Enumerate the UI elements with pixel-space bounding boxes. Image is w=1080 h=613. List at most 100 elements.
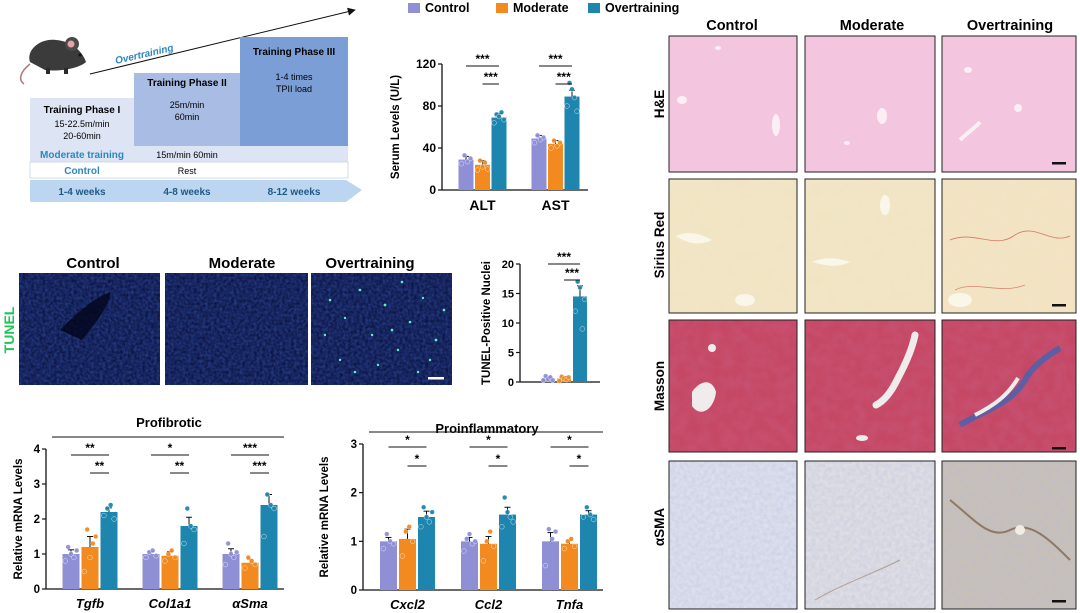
moderate-row-label: Moderate training	[40, 150, 124, 161]
data-point	[561, 546, 568, 552]
data-point	[150, 547, 156, 554]
data-point	[165, 551, 171, 557]
data-point	[580, 514, 587, 520]
bar-overtraining	[564, 96, 580, 190]
data-point	[264, 491, 270, 498]
y-tick-label: 120	[416, 57, 436, 71]
data-point	[191, 526, 197, 533]
bar-moderate	[161, 555, 179, 589]
moderate-row-value: 15m/min 60min	[156, 150, 218, 160]
legend-label-overtraining: Overtraining	[605, 1, 679, 15]
data-point	[62, 558, 68, 564]
masson-image-control	[668, 319, 798, 453]
y-tick-label: 2	[351, 488, 357, 500]
data-point	[482, 160, 488, 166]
legend: Control Moderate Overtraining	[408, 1, 679, 15]
category-label: Cxcl2	[390, 597, 425, 612]
significance-label: ***	[475, 52, 489, 66]
data-point	[474, 167, 481, 173]
data-point	[418, 524, 424, 530]
data-point	[391, 541, 397, 547]
data-point	[587, 511, 593, 518]
phase-3-line-2: TPII load	[276, 84, 312, 94]
data-point	[477, 158, 483, 164]
y-tick-label: 5	[508, 348, 514, 360]
data-point	[429, 509, 435, 515]
data-point	[162, 558, 168, 564]
data-point	[501, 117, 507, 123]
bar-moderate	[81, 547, 99, 589]
data-point	[410, 538, 416, 544]
histology-row-label-he: H&E	[652, 90, 667, 119]
significance-label: ***	[557, 70, 571, 84]
bar-control	[542, 541, 559, 590]
bar-overtraining	[573, 296, 587, 382]
sirius-image-overtraining	[941, 178, 1077, 314]
y-tick-label: 1	[34, 549, 41, 561]
histology-row-label-sirius: Sirius Red	[652, 212, 667, 279]
phase-3-line-1: 1-4 times	[275, 72, 313, 82]
data-point	[472, 538, 478, 544]
y-tick-label: 4	[34, 444, 41, 456]
he-image-overtraining	[941, 35, 1077, 173]
data-point	[550, 377, 556, 383]
data-point	[507, 514, 513, 520]
tunel-col-title-moderate: Moderate	[209, 255, 276, 272]
tunel-image-control	[19, 273, 160, 385]
y-tick-label: 0	[508, 377, 514, 389]
histology-col-title-moderate: Moderate	[840, 18, 904, 34]
data-point	[143, 554, 149, 561]
data-point	[571, 94, 578, 101]
training-schematic: Overtraining Training Phase I 15-22.5m/m…	[19, 7, 362, 202]
data-point	[564, 103, 570, 109]
masson-image-overtraining	[941, 319, 1077, 453]
data-point	[584, 504, 590, 510]
legend-swatch-moderate	[496, 3, 508, 13]
data-point	[426, 519, 432, 525]
bar-control	[380, 541, 397, 590]
data-point	[252, 561, 258, 568]
data-point	[502, 494, 508, 501]
data-point	[540, 134, 547, 141]
significance-label: **	[175, 459, 185, 473]
significance-label: **	[95, 459, 105, 473]
data-point	[261, 533, 267, 540]
y-tick-label: 80	[423, 99, 437, 113]
tunel-col-title-overtraining: Overtraining	[325, 255, 414, 272]
legend-label-moderate: Moderate	[513, 1, 569, 15]
significance-label: ***	[484, 70, 498, 84]
bar-overtraining	[491, 117, 507, 190]
bar-overtraining	[180, 526, 198, 589]
significance-label: *	[415, 452, 420, 466]
significance-label: *	[405, 433, 410, 447]
data-point	[225, 540, 231, 547]
overtraining-arrow-label: Overtraining	[114, 43, 174, 67]
significance-label: *	[168, 441, 173, 455]
y-tick-label: 20	[502, 259, 514, 271]
data-point	[74, 547, 80, 554]
data-point	[566, 374, 572, 380]
data-point	[104, 505, 110, 512]
data-point	[249, 558, 255, 564]
data-point	[574, 108, 580, 114]
bar-control	[458, 159, 474, 190]
data-point	[534, 132, 541, 139]
significance-label: ***	[548, 52, 562, 66]
y-tick-label: 1	[351, 536, 358, 548]
category-label: Col1a1	[149, 596, 192, 611]
phase-2-line-2: 60min	[175, 112, 200, 122]
data-point	[458, 161, 465, 167]
sirius-image-control	[668, 178, 798, 314]
data-point	[575, 279, 581, 285]
data-point	[101, 512, 107, 519]
data-point	[111, 516, 117, 522]
bar-control	[461, 541, 478, 590]
phase-3-title: Training Phase III	[253, 47, 335, 58]
data-point	[572, 308, 578, 314]
data-point	[484, 166, 491, 172]
data-point	[108, 502, 114, 508]
y-axis-label: TUNEL-Positive Nuclei	[481, 261, 493, 385]
data-point	[71, 554, 77, 561]
histology-grid: Control Moderate Overtraining H&E Sirius…	[652, 18, 1077, 610]
data-point	[464, 536, 470, 542]
